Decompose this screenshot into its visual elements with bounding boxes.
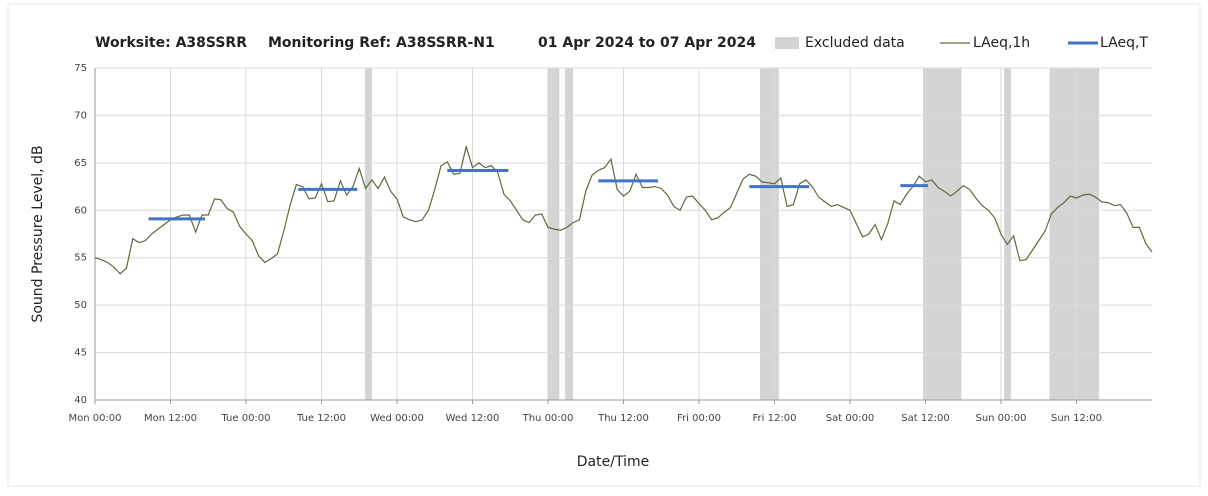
x-tick-label: Mon 12:00 [144, 413, 197, 424]
y-axis-label: Sound Pressure Level, dB [30, 145, 46, 322]
excluded-band [922, 68, 962, 400]
x-tick-label: Mon 00:00 [68, 413, 121, 424]
y-tick-label: 60 [74, 205, 87, 216]
y-tick-label: 40 [74, 395, 87, 406]
y-tick-label: 70 [74, 110, 87, 121]
x-tick-label: Sat 12:00 [901, 413, 949, 424]
y-tick-label: 50 [74, 300, 87, 311]
x-tick-label: Tue 00:00 [220, 413, 270, 424]
title-ref: Monitoring Ref: A38SSRR-N1 [268, 35, 495, 51]
title-worksite: Worksite: A38SSRR [95, 35, 247, 51]
excluded-band [564, 68, 574, 400]
legend-label: Excluded data [805, 35, 905, 51]
excluded-band [364, 68, 372, 400]
excluded-band [760, 68, 779, 400]
series-line [94, 144, 1153, 275]
x-tick-label: Wed 12:00 [446, 413, 500, 424]
x-axis-label: Date/Time [577, 454, 649, 470]
x-tick-label: Tue 12:00 [296, 413, 346, 424]
x-tick-label: Fri 12:00 [753, 413, 797, 424]
x-tick-label: Sat 00:00 [826, 413, 874, 424]
y-tick-label: 75 [74, 63, 87, 74]
x-tick-label: Sun 00:00 [975, 413, 1026, 424]
y-tick-label: 45 [74, 348, 87, 359]
excluded-band [1049, 68, 1100, 400]
legend-label: LAeq,T [1100, 35, 1148, 51]
excluded-band [547, 68, 560, 400]
x-tick-label: Thu 12:00 [597, 413, 649, 424]
legend-label: LAeq,1h [973, 35, 1030, 51]
excluded-band [1004, 68, 1012, 400]
x-tick-label: Sun 12:00 [1051, 413, 1102, 424]
title-dates: 01 Apr 2024 to 07 Apr 2024 [538, 35, 756, 51]
x-tick-label: Wed 00:00 [370, 413, 424, 424]
y-tick-label: 55 [74, 253, 87, 264]
y-tick-label: 65 [74, 158, 87, 169]
legend-swatch [775, 37, 799, 49]
x-tick-label: Fri 00:00 [677, 413, 721, 424]
x-tick-label: Thu 00:00 [522, 413, 574, 424]
chart-frame [7, 3, 1201, 487]
